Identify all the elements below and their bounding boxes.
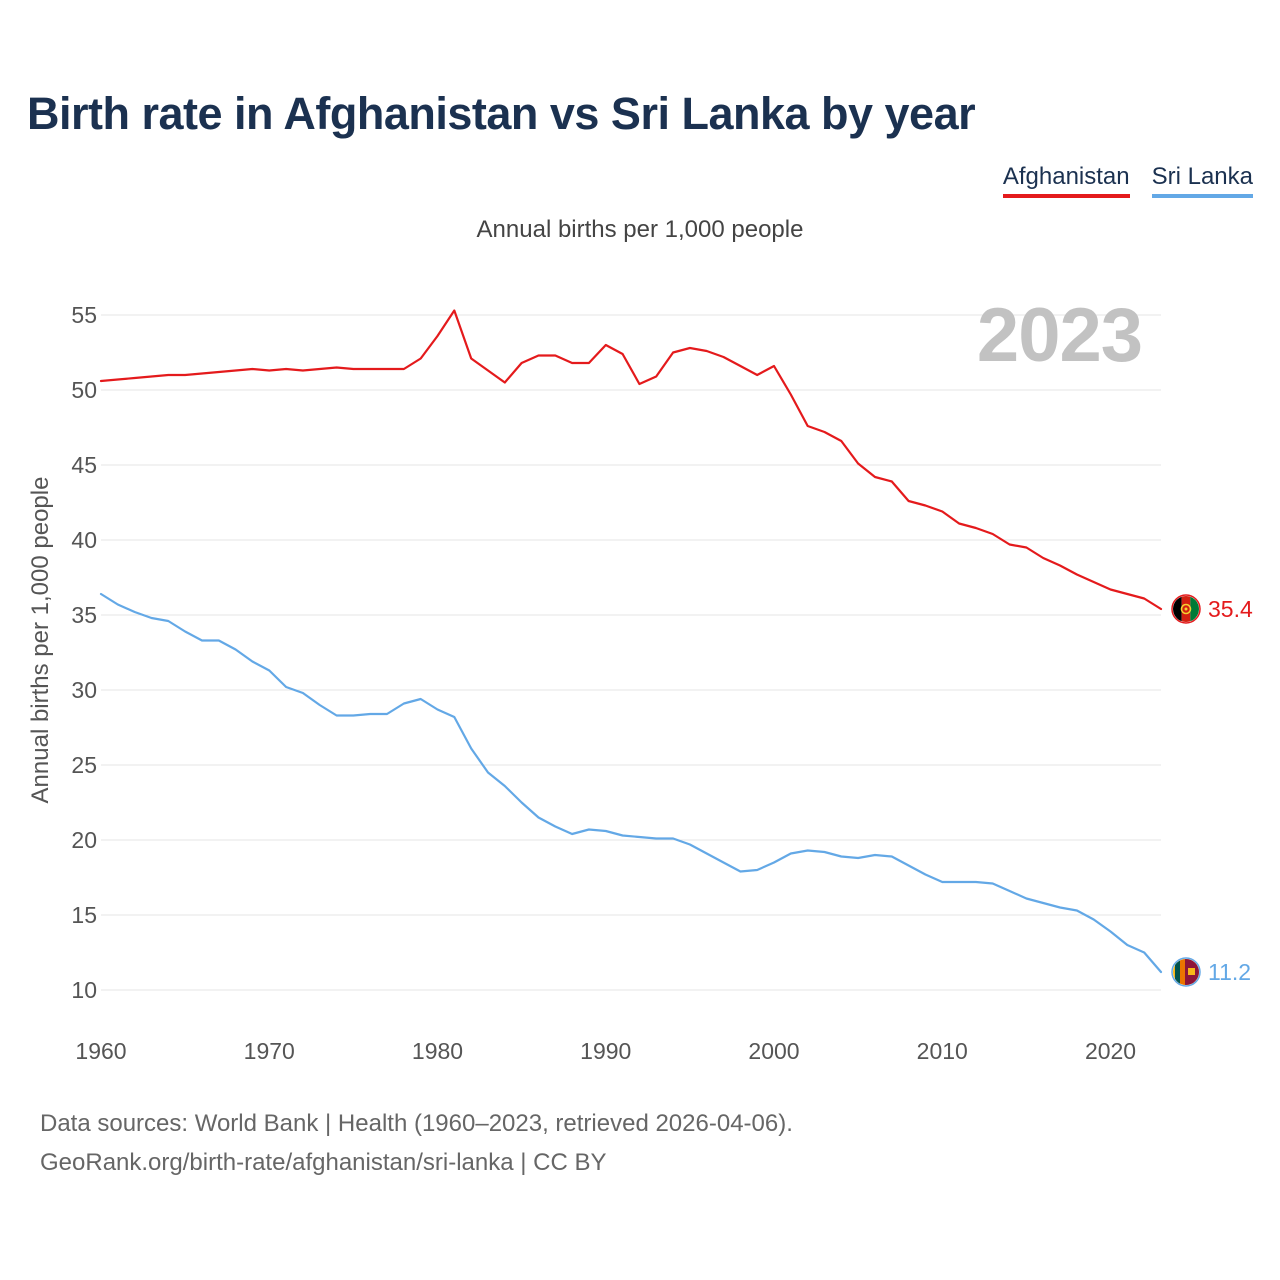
y-tick-label: 55 (71, 302, 97, 328)
y-tick-label: 45 (71, 452, 97, 478)
x-tick-label: 1960 (75, 1038, 126, 1064)
y-tick-label: 25 (71, 752, 97, 778)
end-value-label: 11.2 (1208, 959, 1251, 985)
gridlines (101, 314, 1161, 991)
y-tick-label: 15 (71, 902, 97, 928)
end-value-label: 35.4 (1208, 596, 1253, 622)
series-lines (99, 309, 1163, 974)
end-markers: 35.4 11.2 (1171, 594, 1253, 987)
legend-item-afghanistan[interactable]: Afghanistan (1002, 164, 1130, 198)
series-line-sri-lanka[interactable] (99, 592, 1163, 974)
sri-lanka-flag-icon (1173, 959, 1199, 985)
y-tick-label: 30 (71, 677, 97, 703)
flag-ring (1171, 957, 1201, 987)
current-year-label: 2023 (976, 293, 1143, 378)
x-tick-label: 1970 (244, 1038, 295, 1064)
afghanistan-flag-icon (1173, 596, 1199, 622)
y-tick-label: 20 (71, 827, 97, 853)
legend-item-sri-lanka[interactable]: Sri Lanka (1151, 164, 1253, 198)
series-line-afghanistan[interactable] (99, 309, 1163, 611)
end-marker-sri-lanka: 11.2 (1171, 957, 1251, 987)
x-tick-label: 2010 (917, 1038, 968, 1064)
legend: Afghanistan Sri Lanka (1002, 164, 1253, 198)
x-tick-label: 2020 (1085, 1038, 1136, 1064)
y-tick-label: 35 (71, 602, 97, 628)
y-tick-label: 40 (71, 527, 97, 553)
footer-sources: Data sources: World Bank | Health (1960–… (40, 1110, 793, 1137)
x-tick-label: 1990 (580, 1038, 631, 1064)
chart-title: Birth rate in Afghanistan vs Sri Lanka b… (27, 88, 976, 139)
chart-subtitle: Annual births per 1,000 people (476, 216, 804, 243)
end-marker-afghanistan: 35.4 (1171, 594, 1253, 624)
x-tick-label: 1980 (412, 1038, 463, 1064)
y-tick-label: 50 (71, 377, 97, 403)
flag-ring (1171, 594, 1201, 624)
y-axis-ticks: 10 15 20 25 30 35 40 45 50 55 (71, 302, 97, 1003)
x-tick-label: 2000 (748, 1038, 799, 1064)
x-axis-ticks: 1960 1970 1980 1990 2000 2010 2020 (75, 1038, 1136, 1064)
footer: Data sources: World Bank | Health (1960–… (40, 1104, 793, 1182)
y-tick-label: 10 (71, 977, 97, 1003)
footer-attribution: GeoRank.org/birth-rate/afghanistan/sri-l… (40, 1149, 607, 1176)
